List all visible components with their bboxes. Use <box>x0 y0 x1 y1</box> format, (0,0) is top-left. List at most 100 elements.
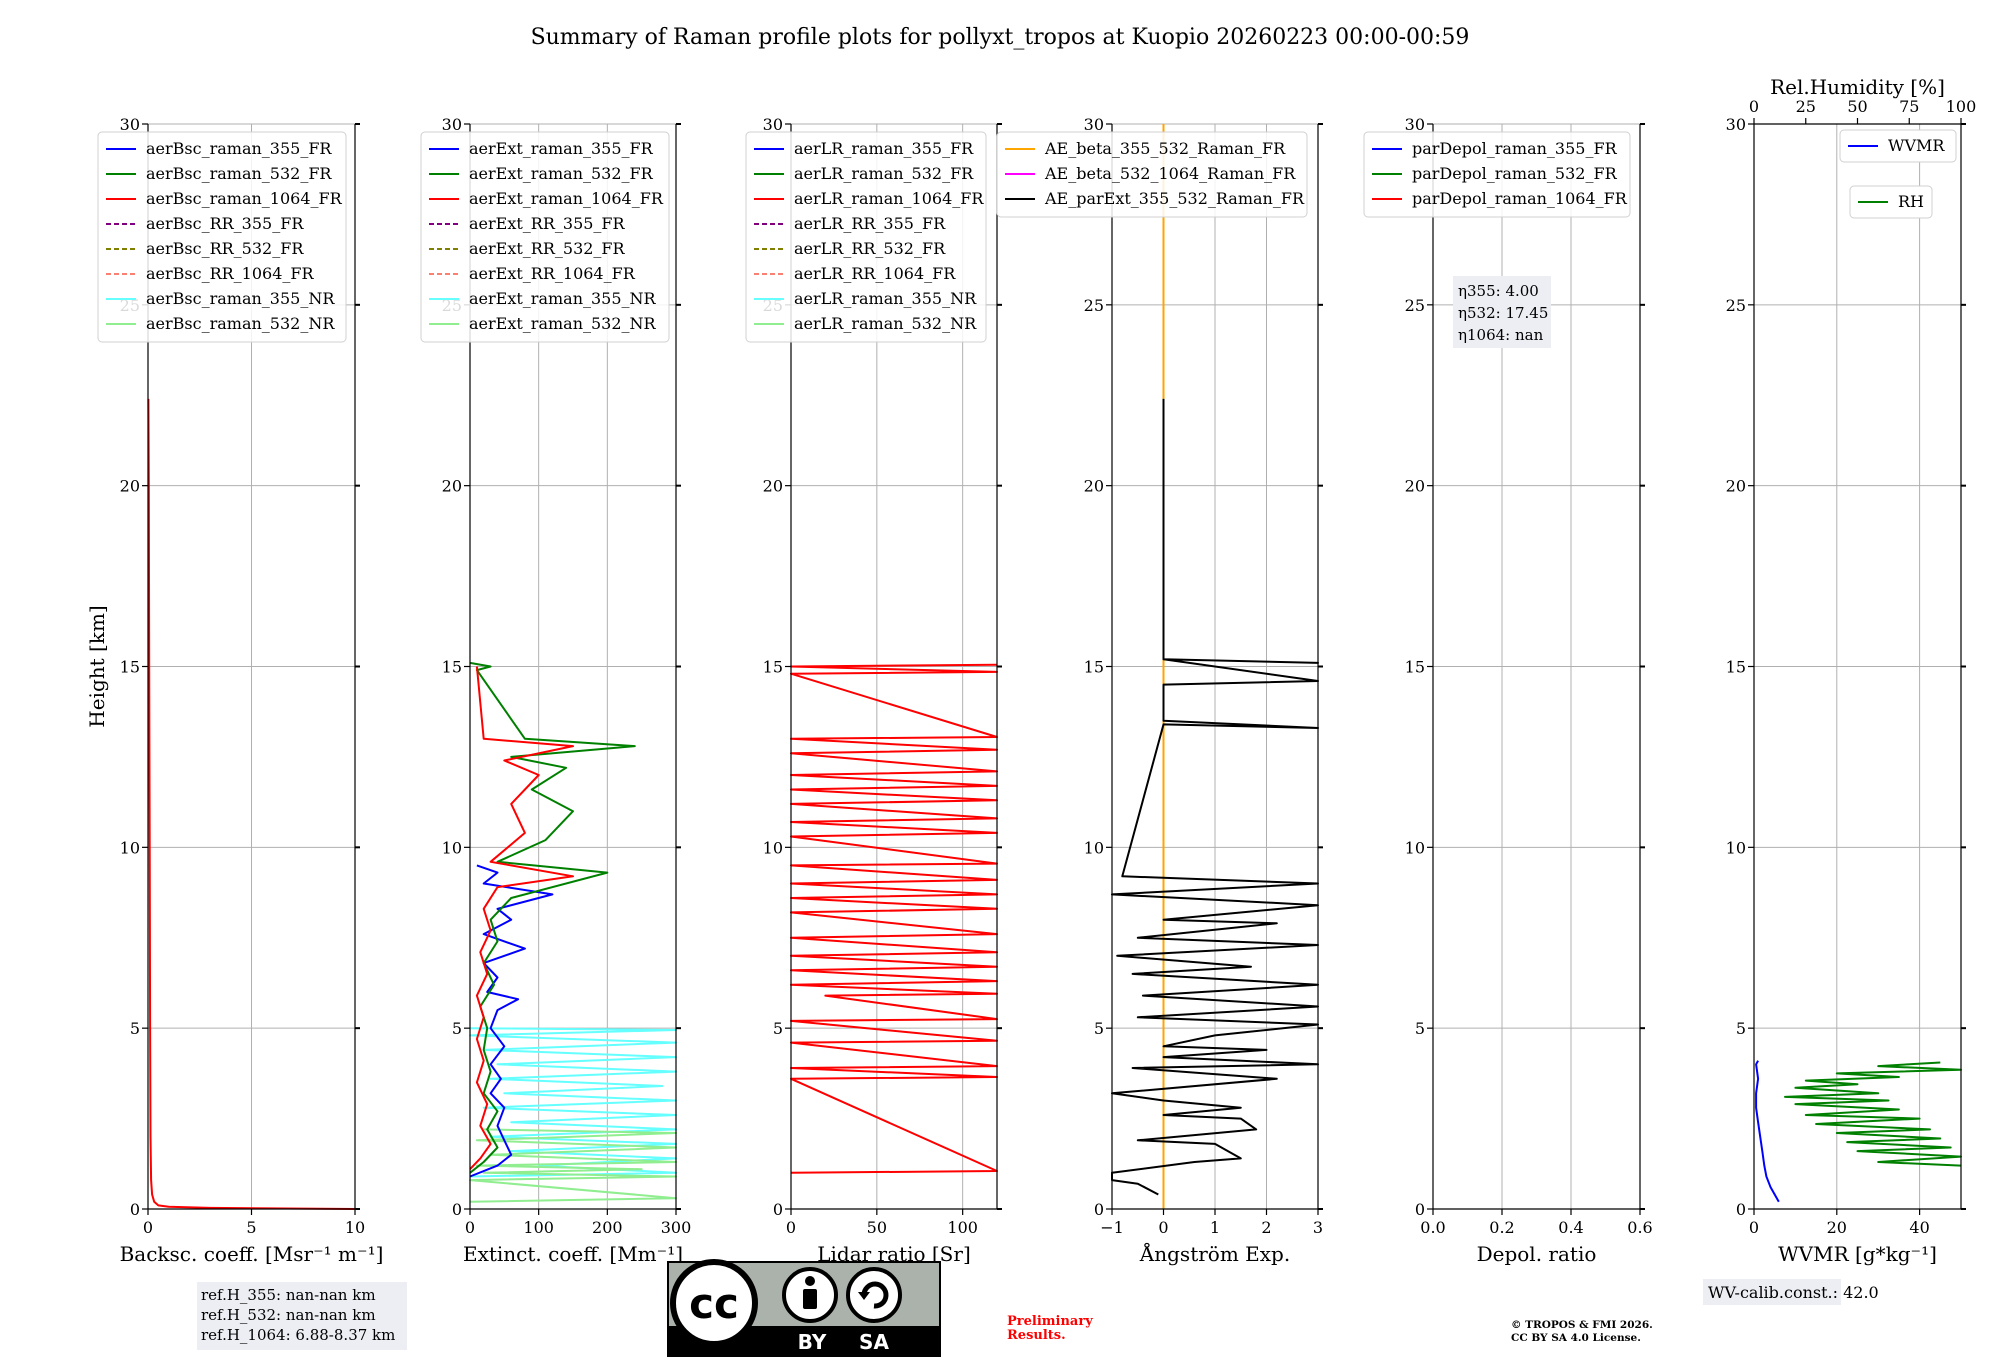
y-tick-label: 30 <box>1405 115 1425 134</box>
legend-entry: aerExt_raman_1064_FR <box>469 189 664 208</box>
y-tick-label: 10 <box>1405 838 1425 857</box>
legend-box <box>996 131 1308 218</box>
y-tick-label: 10 <box>1726 838 1746 857</box>
legend-entry: aerExt_raman_532_FR <box>469 164 654 183</box>
y-tick-label: 25 <box>1405 296 1425 315</box>
x-tick-label: 5 <box>246 1218 256 1237</box>
y-tick-label: 20 <box>763 477 783 496</box>
legend-entry: parDepol_raman_355_FR <box>1412 139 1618 158</box>
series-line-aerExt_raman_532_FR <box>469 661 636 1174</box>
legend: AE_beta_355_532_Raman_FR AE_beta_532_1064… <box>996 131 1308 218</box>
legend-entry: AE_beta_532_1064_Raman_FR <box>1044 164 1296 183</box>
legend-entry: RH <box>1898 192 1924 211</box>
figure-title: Summary of Raman profile plots for polly… <box>531 25 1470 50</box>
x-tick-label: 3 <box>1313 1218 1323 1237</box>
chart-panels: 0510051015202530Backsc. coeff. [Msr⁻¹ m⁻… <box>85 75 1976 1266</box>
x-tick-label: 100 <box>523 1218 554 1237</box>
legend-entry: aerBsc_RR_1064_FR <box>146 264 315 283</box>
y-tick-label: 5 <box>1094 1019 1104 1038</box>
y-tick-label: 15 <box>763 658 783 677</box>
x2-tick-label: 0 <box>1749 97 1759 116</box>
x-tick-label: 0.6 <box>1627 1218 1652 1237</box>
panel-backscatter: 0510051015202530Backsc. coeff. [Msr⁻¹ m⁻… <box>85 115 383 1266</box>
y-tick-label: 30 <box>763 115 783 134</box>
legend-entry: aerLR_raman_355_NR <box>794 289 977 308</box>
x-tick-label: 0.4 <box>1558 1218 1583 1237</box>
series-line-WVMR <box>1755 1060 1780 1203</box>
y-tick-label: 0 <box>1094 1200 1104 1219</box>
y-tick-label: 15 <box>1726 658 1746 677</box>
sa-share-alike-icon <box>846 1267 902 1323</box>
legend-entry: aerLR_raman_1064_FR <box>794 189 984 208</box>
y-tick-label: 5 <box>1415 1019 1425 1038</box>
legend-entry: aerLR_raman_532_FR <box>794 164 974 183</box>
panel-depol: 0.0 0.2 0.4 0.6 0 5 10 15 20 25 30 Depol. ratio parD… <box>1363 115 1653 1266</box>
x-axis-label: WVMR [g*kg⁻¹] <box>1778 1242 1937 1266</box>
y-tick-label: 15 <box>1405 658 1425 677</box>
x-tick-label: 100 <box>947 1218 978 1237</box>
legend-entry: AE_beta_355_532_Raman_FR <box>1044 139 1286 158</box>
cc-sa-label: SA <box>859 1330 889 1354</box>
y-tick-label: 0 <box>1736 1200 1746 1219</box>
legend-entry: aerExt_RR_1064_FR <box>469 264 636 283</box>
ref-height-532: ref.H_532: nan-nan km <box>201 1306 376 1324</box>
x-tick-label: 2 <box>1261 1218 1271 1237</box>
x2-tick-label: 50 <box>1847 97 1867 116</box>
y-tick-label: 5 <box>130 1019 140 1038</box>
legend-entry: aerBsc_raman_532_FR <box>146 164 332 183</box>
y-tick-label: 25 <box>1726 296 1746 315</box>
x-axis-label: Depol. ratio <box>1477 1242 1597 1266</box>
x-tick-label: 1 <box>1210 1218 1220 1237</box>
legend-box <box>1363 131 1631 218</box>
copyright-line-2: CC BY SA 4.0 License. <box>1511 1332 1641 1344</box>
gridlines <box>1753 123 1961 1210</box>
y-tick-label: 0 <box>452 1200 462 1219</box>
cc-by-label: BY <box>798 1330 827 1354</box>
legend-box <box>420 131 670 343</box>
y-tick-label: 0 <box>130 1200 140 1219</box>
y-tick-label: 30 <box>120 115 140 134</box>
y-tick-label: 10 <box>763 838 783 857</box>
series-group <box>1111 124 1319 1209</box>
legend-entry: parDepol_raman_532_FR <box>1412 164 1618 183</box>
y-tick-label: 15 <box>1084 658 1104 677</box>
reference-height-box: ref.H_355: nan-nan km ref.H_532: nan-nan… <box>197 1282 407 1350</box>
series-line-aerExt_raman_355_FR <box>469 864 554 1178</box>
eta-532: η532: 17.45 <box>1458 304 1548 322</box>
y-tick-label: 0 <box>773 1200 783 1219</box>
cc-by-sa-badge: cc BY SA <box>667 1259 941 1357</box>
ref-height-355: ref.H_355: nan-nan km <box>201 1286 376 1304</box>
eta-1064: η1064: nan <box>1458 326 1544 344</box>
legend-entry: aerExt_raman_355_NR <box>469 289 657 308</box>
series-group <box>790 663 998 1174</box>
cc-logo-text: cc <box>689 1279 739 1328</box>
legend-entry: aerBsc_raman_1064_FR <box>146 189 343 208</box>
wv-calib-text: WV-calib.const.: 42.0 <box>1708 1283 1879 1302</box>
series-line-AE_parExt_355_532_Raman_FR <box>1111 398 1319 1196</box>
x-tick-label: 300 <box>661 1218 692 1237</box>
legend-entry: parDepol_raman_1064_FR <box>1412 189 1628 208</box>
legend-entry: WVMR <box>1888 136 1945 155</box>
y-tick-label: 5 <box>452 1019 462 1038</box>
legend-entry: aerExt_RR_532_FR <box>469 239 626 258</box>
legend-entry: aerLR_raman_355_FR <box>794 139 974 158</box>
x-axis-label: Backsc. coeff. [Msr⁻¹ m⁻¹] <box>120 1242 384 1266</box>
legend-entry: aerExt_raman_355_FR <box>469 139 654 158</box>
preliminary-line-1: Preliminary <box>1007 1314 1093 1329</box>
y-axis-label: Height [km] <box>85 605 109 727</box>
x2-axis-label: Rel.Humidity [%] <box>1770 75 1945 99</box>
legend-entry: aerBsc_raman_532_NR <box>146 314 335 333</box>
y-tick-label: 15 <box>120 658 140 677</box>
series-group <box>147 398 356 1210</box>
series-group <box>1755 1060 1962 1203</box>
y-tick-label: 15 <box>442 658 462 677</box>
y-tick-label: 10 <box>120 838 140 857</box>
x-tick-label: 0 <box>143 1218 153 1237</box>
x-tick-label: 0.0 <box>1420 1218 1445 1237</box>
y-tick-label: 5 <box>1736 1019 1746 1038</box>
x-axis-label: Extinct. coeff. [Mm⁻¹] <box>463 1242 683 1266</box>
x-tick-label: −1 <box>1100 1218 1124 1237</box>
legend-box <box>745 131 987 343</box>
